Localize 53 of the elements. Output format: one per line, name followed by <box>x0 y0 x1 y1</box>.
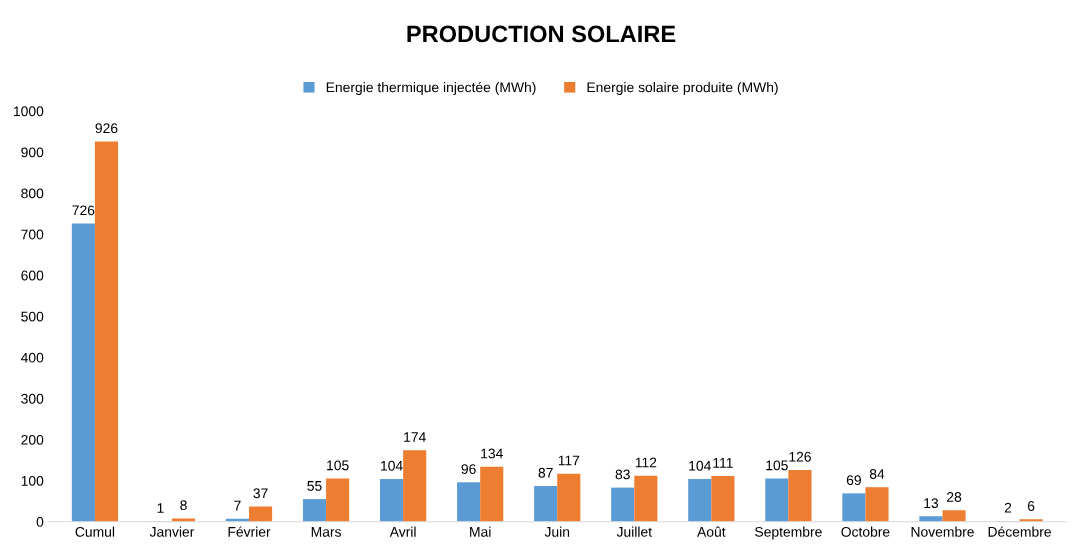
data-label: 8 <box>180 500 187 511</box>
data-label: 105 <box>327 460 349 471</box>
data-label: 6 <box>1027 501 1035 511</box>
x-tick-label: Juillet <box>616 526 652 537</box>
y-tick-label: 400 <box>20 352 44 363</box>
y-tick-label: 900 <box>21 147 44 158</box>
x-tick-label: Janvier <box>149 526 195 537</box>
y-tick-label: 0 <box>36 517 44 527</box>
y-tick-label: 600 <box>21 270 44 281</box>
y-tick-label: 100 <box>21 475 44 486</box>
x-tick-label: Cumul <box>75 526 115 537</box>
x-tick-label: Juin <box>544 526 570 537</box>
data-label: 83 <box>615 469 630 480</box>
data-label: 134 <box>481 448 503 459</box>
x-tick-label: Mars <box>311 527 342 537</box>
data-label: 28 <box>947 492 962 502</box>
y-tick-label: 500 <box>21 311 44 322</box>
y-tick-label: 800 <box>21 188 44 199</box>
x-tick-label: Mai <box>470 526 491 537</box>
legend-label: Energie solaire produite (MWh) <box>587 82 778 95</box>
data-label: 37 <box>253 488 268 499</box>
x-tick-label: Décembre <box>988 526 1051 537</box>
data-label: 104 <box>689 460 711 471</box>
data-label: 96 <box>461 464 476 474</box>
data-label: 2 <box>1004 502 1012 513</box>
chart-title: PRODUCTION SOLAIRE <box>407 25 676 43</box>
x-tick-label: Août <box>697 526 726 537</box>
data-label: 69 <box>846 475 861 486</box>
data-label: 55 <box>307 481 322 491</box>
x-tick-label: Septembre <box>755 526 822 540</box>
y-tick-label: 300 <box>21 393 44 404</box>
data-label: 105 <box>766 460 788 471</box>
data-label: 926 <box>95 123 118 134</box>
y-tick-label: 1000 <box>13 106 44 117</box>
y-tick-label: 700 <box>21 229 44 240</box>
data-label: 7 <box>234 500 241 511</box>
data-label: 126 <box>789 451 811 462</box>
legend-label: Energie thermique injectée (MWh) <box>326 81 536 95</box>
data-label: 174 <box>404 432 426 442</box>
data-label: 84 <box>869 469 885 479</box>
x-tick-label: Octobre <box>841 526 890 537</box>
data-label: 87 <box>538 467 553 478</box>
data-label: 117 <box>558 455 580 466</box>
data-label: 104 <box>381 460 403 471</box>
x-tick-label: Février <box>228 526 271 537</box>
x-tick-label: Novembre <box>911 526 974 537</box>
y-tick-label: 200 <box>21 434 44 445</box>
x-tick-label: Avril <box>389 526 416 537</box>
data-label: 1 <box>157 503 164 513</box>
data-label: 13 <box>924 498 939 509</box>
data-label: 111 <box>713 458 733 468</box>
data-label: 726 <box>72 205 95 216</box>
data-label: 112 <box>635 457 657 468</box>
